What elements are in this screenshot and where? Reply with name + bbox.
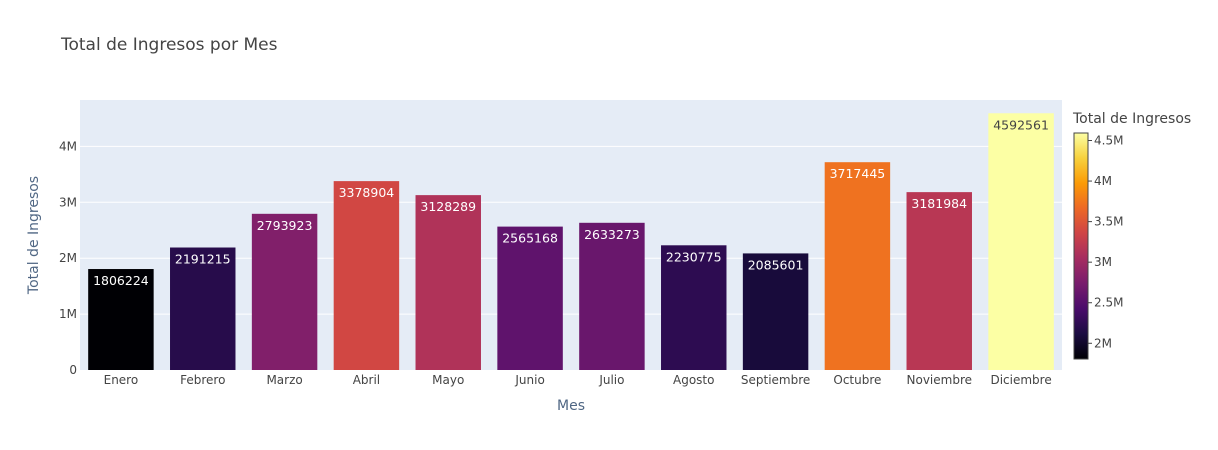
bar-mayo[interactable] bbox=[415, 195, 481, 370]
bar-febrero[interactable] bbox=[170, 247, 236, 370]
colorbar-title: Total de Ingresos bbox=[1072, 111, 1191, 127]
bar-data-label: 4592561 bbox=[993, 117, 1049, 132]
y-tick-label: 0 bbox=[69, 363, 77, 377]
x-axis-title: Mes bbox=[557, 398, 585, 414]
bar-data-label: 3128289 bbox=[420, 199, 476, 214]
x-tick-label: Enero bbox=[104, 373, 139, 387]
gridlines bbox=[80, 145, 1062, 315]
x-tick-label: Octubre bbox=[833, 373, 881, 387]
bar-data-label: 3378904 bbox=[339, 185, 395, 200]
x-tick-label: Abril bbox=[353, 373, 380, 387]
x-tick-label: Febrero bbox=[180, 373, 225, 387]
colorbar-tick-label: 4M bbox=[1094, 174, 1112, 188]
bar-labels-group: 1806224 2191215 2793923 3378904 3128289 25651… bbox=[93, 117, 1049, 288]
bar-data-label: 2085601 bbox=[748, 257, 804, 272]
x-tick-label: Marzo bbox=[266, 373, 302, 387]
bar-diciembre[interactable] bbox=[988, 113, 1054, 371]
y-tick-label: 3M bbox=[59, 195, 77, 209]
bar-data-label: 2793923 bbox=[257, 218, 313, 233]
bar-data-label: 2633273 bbox=[584, 227, 640, 242]
colorbar-tick-label: 4.5M bbox=[1094, 134, 1123, 148]
chart-title: Total de Ingresos por Mes bbox=[60, 35, 278, 55]
colorbar-tick-label: 3.5M bbox=[1094, 215, 1123, 229]
bar-julio[interactable] bbox=[579, 222, 645, 370]
colorbar: Total de Ingresos 2M 2.5M 3M 3.5M 4M 4.5M bbox=[1072, 111, 1191, 360]
x-tick-label: Julio bbox=[598, 373, 624, 387]
x-axis-ticks: Enero Febrero Marzo Abril Mayo Junio Julio Agos… bbox=[104, 373, 1052, 387]
y-tick-label: 2M bbox=[59, 251, 77, 265]
x-tick-label: Septiembre bbox=[741, 373, 810, 387]
x-tick-label: Agosto bbox=[673, 373, 714, 387]
colorbar-tick-label: 2.5M bbox=[1094, 296, 1123, 310]
bar-octubre[interactable] bbox=[824, 162, 891, 370]
bar-data-label: 2191215 bbox=[175, 252, 231, 267]
y-axis-title: Total de Ingresos bbox=[26, 176, 42, 295]
bar-agosto[interactable] bbox=[661, 245, 727, 370]
colorbar-ticks: 2M 2.5M 3M 3.5M 4M 4.5M bbox=[1088, 134, 1123, 350]
bar-data-label: 2230775 bbox=[666, 249, 722, 264]
bar-data-label: 1806224 bbox=[93, 273, 149, 288]
bar-abril[interactable] bbox=[333, 181, 400, 370]
bars-group bbox=[88, 113, 1054, 371]
bar-enero[interactable] bbox=[88, 269, 154, 370]
colorbar-tick-label: 3M bbox=[1094, 255, 1112, 269]
x-tick-label: Diciembre bbox=[990, 373, 1051, 387]
plot-area bbox=[80, 100, 1062, 370]
colorbar-tick-label: 2M bbox=[1094, 336, 1112, 350]
y-axis-ticks: 0 1M 2M 3M 4M bbox=[59, 139, 77, 377]
x-tick-label: Junio bbox=[514, 373, 544, 387]
colorbar-scale bbox=[1073, 132, 1089, 360]
y-tick-label: 4M bbox=[59, 139, 77, 153]
bar-septiembre[interactable] bbox=[742, 253, 809, 370]
bar-data-label: 2565168 bbox=[502, 231, 558, 246]
bar-data-label: 3717445 bbox=[830, 166, 886, 181]
bar-noviembre[interactable] bbox=[906, 192, 972, 370]
x-tick-label: Noviembre bbox=[907, 373, 973, 387]
bar-marzo[interactable] bbox=[251, 213, 318, 370]
bar-data-label: 3181984 bbox=[911, 196, 967, 211]
bar-junio[interactable] bbox=[497, 226, 563, 370]
y-tick-label: 1M bbox=[59, 307, 77, 321]
x-tick-label: Mayo bbox=[432, 373, 464, 387]
